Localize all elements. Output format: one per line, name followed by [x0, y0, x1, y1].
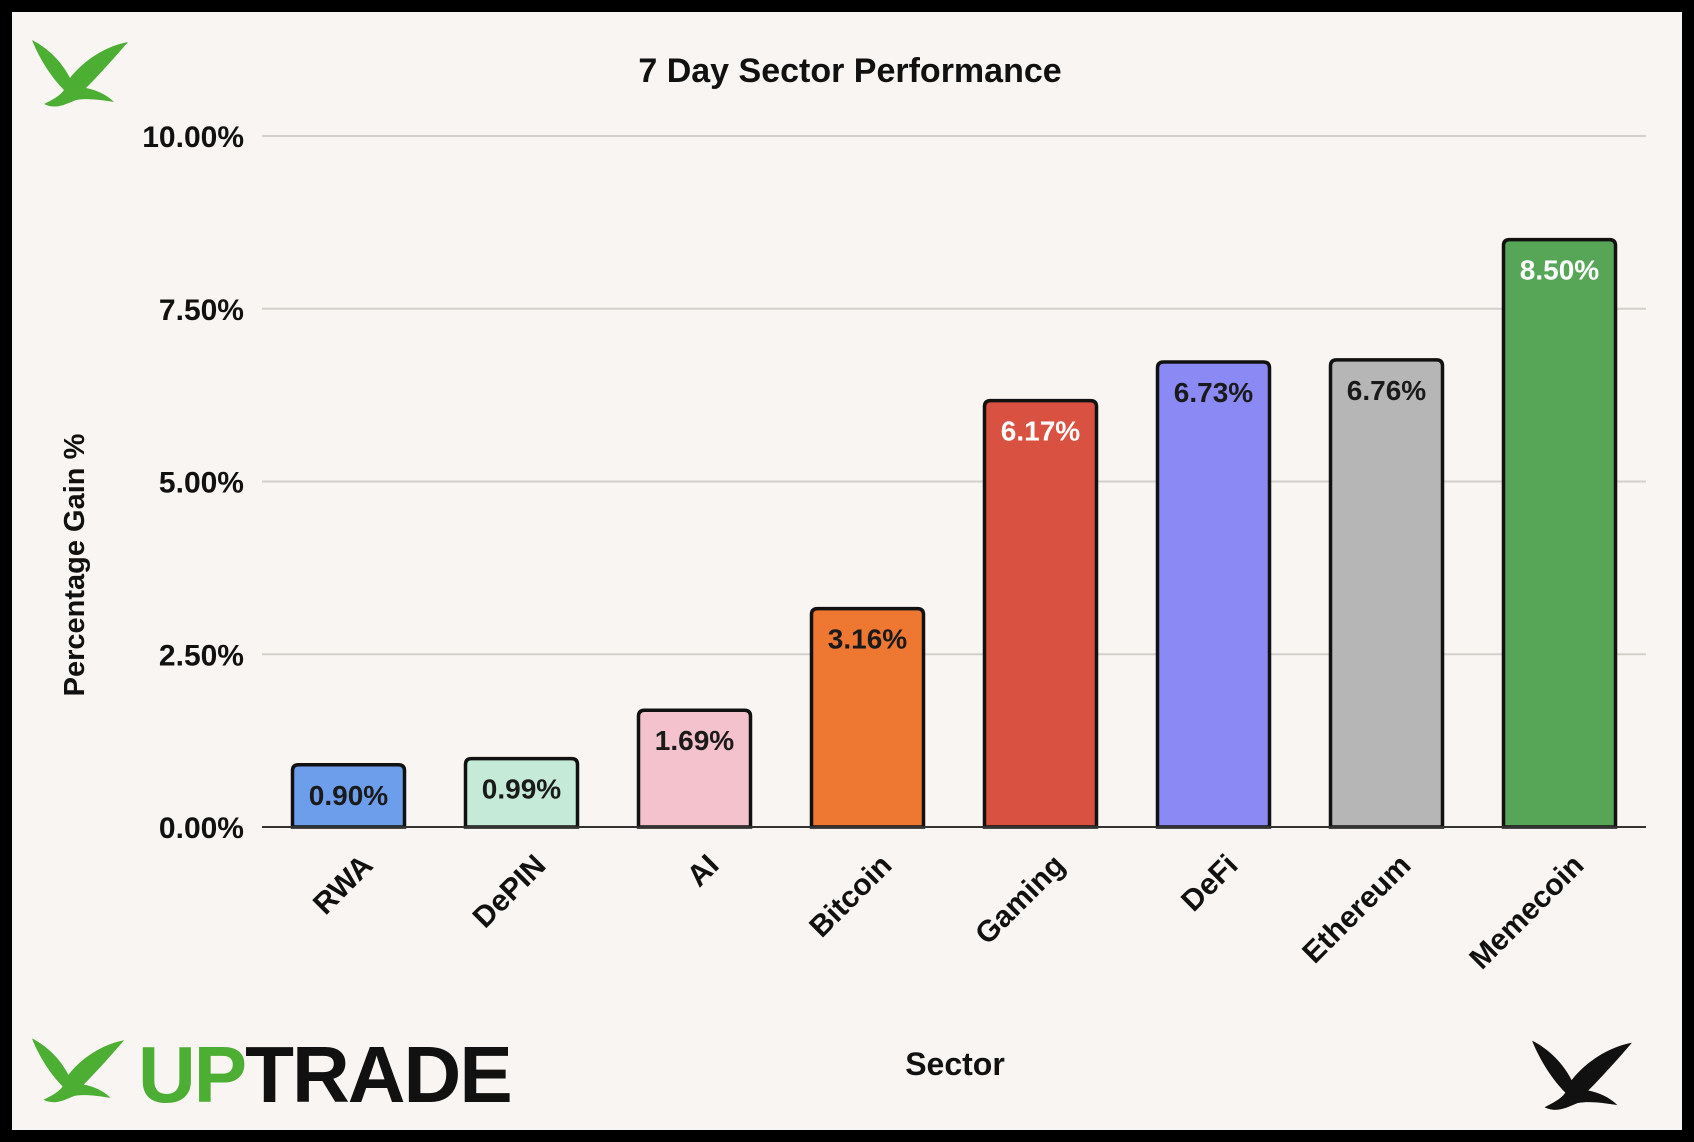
bird-logo-icon [32, 40, 128, 107]
x-axis-title: Sector [905, 1046, 1005, 1082]
bar-ethereum [1328, 358, 1445, 829]
bar-depin [463, 756, 580, 829]
bar-value-label: 0.99% [482, 774, 561, 805]
bird-logo-icon [31, 1038, 125, 1103]
bar-memecoin [1501, 237, 1618, 829]
bars [290, 237, 1618, 829]
bar-value-label: 0.90% [309, 780, 388, 811]
brand-name-up: UP [138, 1030, 245, 1119]
bar-value-label: 3.16% [828, 624, 907, 655]
bar-data-labels: 0.90% 0.99% 1.69% 3.16% 6.17% 6.73% 6.76% 8.50% [309, 255, 1599, 811]
bar-value-label: 6.17% [1001, 416, 1080, 447]
bar-ai [636, 708, 753, 829]
uptrade-logo: UPTRADE [31, 1030, 513, 1119]
x-tick-label: AI [681, 849, 726, 894]
bar-value-label: 6.73% [1174, 377, 1253, 408]
y-tick-label: 10.00% [142, 121, 244, 154]
y-tick-label: 0.00% [159, 812, 244, 845]
gridlines [262, 135, 1646, 656]
svg-text:UPTRADE: UPTRADE [138, 1030, 511, 1119]
bar-bitcoin [809, 606, 926, 829]
bird-logo-icon [1532, 1040, 1632, 1110]
bar-value-label: 6.76% [1347, 375, 1426, 406]
x-tick-label: DeFi [1175, 849, 1244, 918]
x-tick-label: Ethereum [1296, 849, 1417, 970]
x-axis-tick-labels: RWA DePIN AI Bitcoin Gaming DeFi Ethereum Memec… [307, 849, 1590, 976]
y-axis-tick-labels: 0.00% 2.50% 5.00% 7.50% 10.00% [142, 121, 244, 845]
bar-gaming [982, 398, 1099, 829]
bar-rwa [290, 763, 407, 829]
brand-name-trade: TRADE [245, 1030, 511, 1119]
x-tick-label: Gaming [969, 849, 1071, 951]
y-tick-label: 2.50% [159, 639, 244, 672]
x-tick-label: Bitcoin [803, 849, 898, 944]
bar-defi [1155, 360, 1272, 829]
x-tick-label: RWA [307, 849, 379, 921]
y-axis-title: Percentage Gain % [59, 433, 91, 696]
bar-value-label: 8.50% [1520, 255, 1599, 286]
y-tick-label: 7.50% [159, 294, 244, 327]
y-tick-label: 5.00% [159, 467, 244, 500]
chart-title: 7 Day Sector Performance [638, 52, 1061, 90]
bar-value-label: 1.69% [655, 725, 734, 756]
x-tick-label: Memecoin [1463, 849, 1590, 976]
x-tick-label: DePIN [467, 849, 553, 935]
